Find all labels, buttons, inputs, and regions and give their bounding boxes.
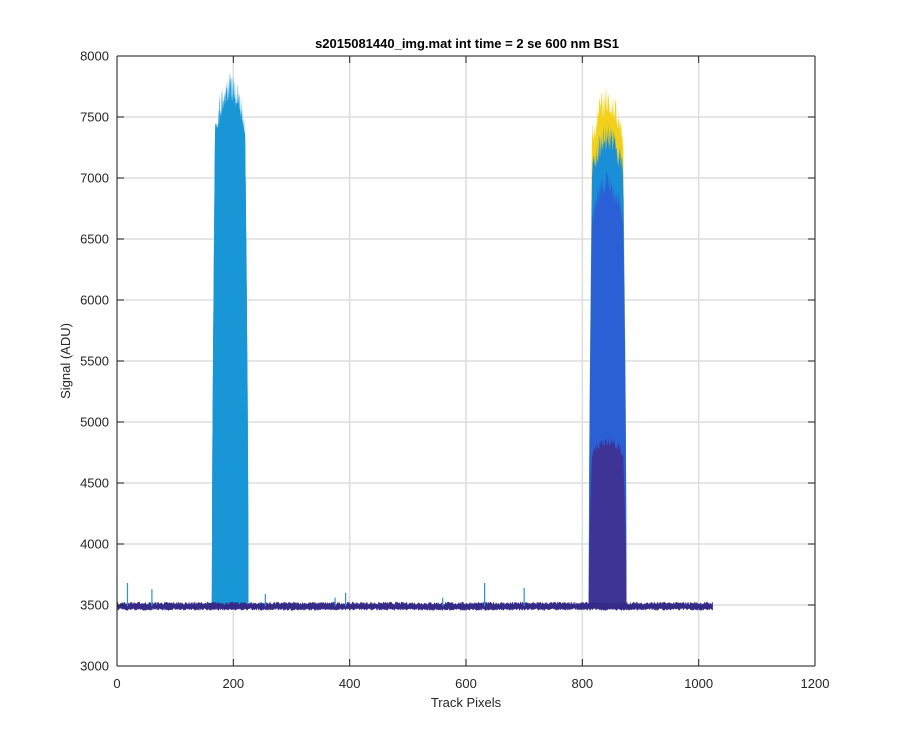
y-tick-label: 7500 — [80, 110, 109, 125]
x-tick-label: 1000 — [684, 676, 713, 691]
x-axis-label: Track Pixels — [431, 695, 502, 710]
y-tick-label: 4000 — [80, 537, 109, 552]
data-series — [116, 71, 713, 612]
y-tick-label: 3500 — [80, 598, 109, 613]
baseline-band — [116, 601, 713, 612]
x-tick-label: 600 — [455, 676, 477, 691]
y-tick-label: 3000 — [80, 659, 109, 674]
y-axis-label: Signal (ADU) — [58, 323, 73, 399]
peak-1-layer-3 — [211, 71, 249, 607]
x-tick-label: 400 — [339, 676, 361, 691]
y-tick-label: 8000 — [80, 49, 109, 64]
y-tick-label: 5000 — [80, 415, 109, 430]
peak-1 — [211, 71, 249, 607]
x-tick-label: 800 — [571, 676, 593, 691]
y-tick-label: 6500 — [80, 232, 109, 247]
y-tick-label: 5500 — [80, 354, 109, 369]
y-tick-label: 4500 — [80, 476, 109, 491]
x-tick-label: 1200 — [801, 676, 830, 691]
chart-title: s2015081440_img.mat int time = 2 se 600 … — [315, 36, 619, 51]
peak-2-layer-4 — [588, 436, 627, 607]
y-tick-label: 6000 — [80, 293, 109, 308]
y-tick-label: 7000 — [80, 171, 109, 186]
peak-2 — [588, 86, 627, 607]
axes: 0 200 400 600 800 1000 1200 3000 3500 4000 4500 500… — [80, 49, 829, 692]
x-tick-label: 200 — [222, 676, 244, 691]
x-tick-label: 0 — [113, 676, 120, 691]
